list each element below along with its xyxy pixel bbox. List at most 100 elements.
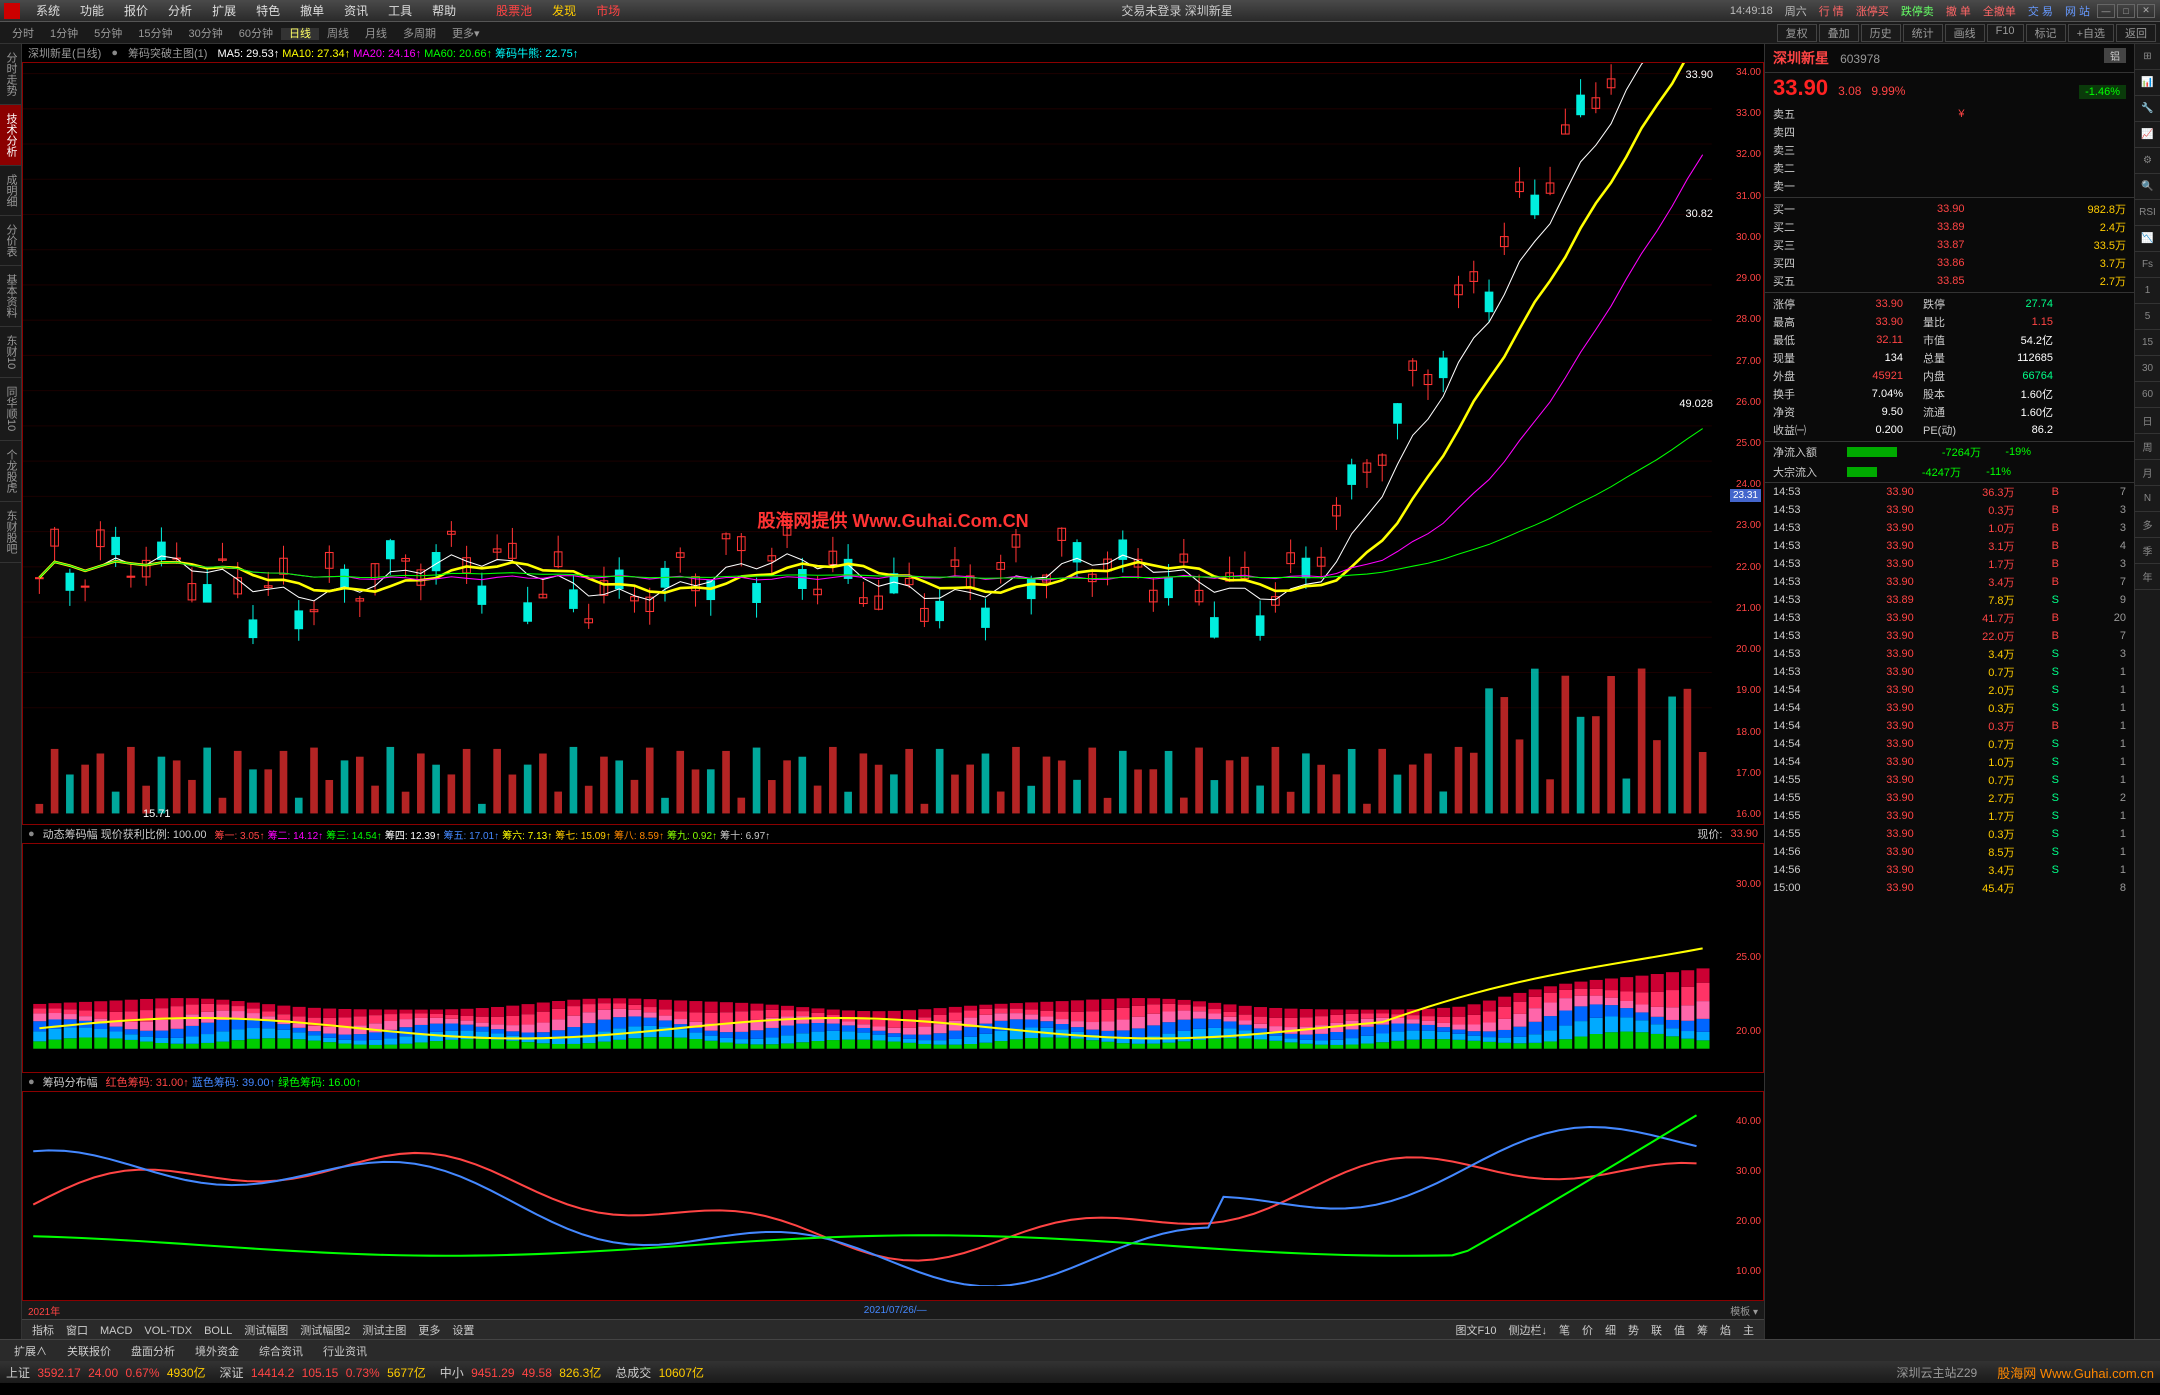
tool-📊[interactable]: 📊 [2135, 70, 2160, 96]
tool-60[interactable]: 60 [2135, 382, 2160, 408]
lefttab-7[interactable]: 个龙股虎 [0, 441, 21, 502]
chartopt-统计[interactable]: 统计 [1903, 24, 1943, 42]
indicator-BOLL[interactable]: BOLL [198, 1325, 238, 1337]
lefttab-4[interactable]: 基本资料 [0, 266, 21, 327]
timeframe-多周期[interactable]: 多周期 [395, 28, 444, 40]
timeframe-30分钟[interactable]: 30分钟 [181, 28, 231, 40]
action-4[interactable]: 全撤单 [1977, 6, 2022, 18]
action-3[interactable]: 撤 单 [1940, 6, 1977, 18]
tool-周[interactable]: 周 [2135, 434, 2160, 460]
tool-15[interactable]: 15 [2135, 330, 2160, 356]
chartopt-+自选[interactable]: +自选 [2068, 24, 2114, 42]
indicator-指标[interactable]: 指标 [26, 1325, 60, 1337]
tool-年[interactable]: 年 [2135, 564, 2160, 590]
close-button[interactable]: ✕ [2137, 4, 2155, 18]
indtool-焰[interactable]: 焰 [1714, 1325, 1737, 1337]
indtool-筹[interactable]: 筹 [1691, 1325, 1714, 1337]
minimize-button[interactable]: — [2097, 4, 2115, 18]
indicator-VOL-TDX[interactable]: VOL-TDX [138, 1325, 198, 1337]
tool-🔧[interactable]: 🔧 [2135, 96, 2160, 122]
chartopt-返回[interactable]: 返回 [2116, 24, 2156, 42]
menu-扩展[interactable]: 扩展 [202, 4, 246, 18]
chip-chart[interactable]: 30.0025.0020.00 [22, 843, 1764, 1073]
timeframe-更多▾[interactable]: 更多▾ [444, 28, 488, 40]
tool-日[interactable]: 日 [2135, 408, 2160, 434]
timeframe-60分钟[interactable]: 60分钟 [231, 28, 281, 40]
tool-Fs[interactable]: Fs [2135, 252, 2160, 278]
btab-行业资讯[interactable]: 行业资讯 [313, 1343, 377, 1359]
chartopt-叠加[interactable]: 叠加 [1819, 24, 1859, 42]
indtool-主[interactable]: 主 [1737, 1325, 1760, 1337]
tool-N[interactable]: N [2135, 486, 2160, 512]
tool-🔍[interactable]: 🔍 [2135, 174, 2160, 200]
btab-扩展∧[interactable]: 扩展∧ [4, 1343, 57, 1359]
tool-⊞[interactable]: ⊞ [2135, 44, 2160, 70]
menu-hl-市场[interactable]: 市场 [586, 4, 630, 18]
indicator-MACD[interactable]: MACD [94, 1325, 138, 1337]
action-1[interactable]: 涨停买 [1850, 6, 1895, 18]
chartopt-画线[interactable]: 画线 [1945, 24, 1985, 42]
tool-月[interactable]: 月 [2135, 460, 2160, 486]
indtool-值[interactable]: 值 [1668, 1325, 1691, 1337]
chartopt-复权[interactable]: 复权 [1777, 24, 1817, 42]
indicator-测试幅图2[interactable]: 测试幅图2 [294, 1325, 356, 1337]
lefttab-8[interactable]: 东财股吧 [0, 502, 21, 563]
menu-撤单[interactable]: 撤单 [290, 4, 334, 18]
menu-帮助[interactable]: 帮助 [422, 4, 466, 18]
timeframe-5分钟[interactable]: 5分钟 [86, 28, 130, 40]
lefttab-0[interactable]: 分时走势 [0, 44, 21, 105]
tool-⚙[interactable]: ⚙ [2135, 148, 2160, 174]
indtool-笔[interactable]: 笔 [1553, 1325, 1576, 1337]
indicator-更多[interactable]: 更多 [412, 1325, 446, 1337]
indtool-细[interactable]: 细 [1599, 1325, 1622, 1337]
lefttab-1[interactable]: 技术分析 [0, 105, 21, 166]
menu-特色[interactable]: 特色 [246, 4, 290, 18]
timeframe-1分钟[interactable]: 1分钟 [42, 28, 86, 40]
tool-30[interactable]: 30 [2135, 356, 2160, 382]
btab-盘面分析[interactable]: 盘面分析 [121, 1343, 185, 1359]
menu-功能[interactable]: 功能 [70, 4, 114, 18]
btab-关联报价[interactable]: 关联报价 [57, 1343, 121, 1359]
maximize-button[interactable]: □ [2117, 4, 2135, 18]
action-5[interactable]: 交 易 [2022, 6, 2059, 18]
timeframe-15分钟[interactable]: 15分钟 [130, 28, 180, 40]
btab-境外资金[interactable]: 境外资金 [185, 1343, 249, 1359]
tool-📉[interactable]: 📉 [2135, 226, 2160, 252]
distribution-chart[interactable]: 40.0030.0020.0010.00 [22, 1091, 1764, 1301]
chartopt-标记[interactable]: 标记 [2026, 24, 2066, 42]
chartopt-F10[interactable]: F10 [1987, 24, 2024, 42]
lefttab-2[interactable]: 成明细 [0, 166, 21, 216]
menu-报价[interactable]: 报价 [114, 4, 158, 18]
menu-分析[interactable]: 分析 [158, 4, 202, 18]
indtool-势[interactable]: 势 [1622, 1325, 1645, 1337]
menu-系统[interactable]: 系统 [26, 4, 70, 18]
timeframe-月线[interactable]: 月线 [357, 28, 395, 40]
indtool-联[interactable]: 联 [1645, 1325, 1668, 1337]
action-2[interactable]: 跌停卖 [1895, 6, 1940, 18]
timeframe-日线[interactable]: 日线 [281, 28, 319, 40]
lefttab-6[interactable]: 同华顺10 [0, 378, 21, 440]
tool-季[interactable]: 季 [2135, 538, 2160, 564]
chartopt-历史[interactable]: 历史 [1861, 24, 1901, 42]
timeframe-周线[interactable]: 周线 [319, 28, 357, 40]
menu-工具[interactable]: 工具 [378, 4, 422, 18]
indicator-设置[interactable]: 设置 [446, 1325, 480, 1337]
action-6[interactable]: 网 站 [2059, 6, 2096, 18]
menu-资讯[interactable]: 资讯 [334, 4, 378, 18]
indtool-价[interactable]: 价 [1576, 1325, 1599, 1337]
tool-RSI[interactable]: RSI [2135, 200, 2160, 226]
tool-多[interactable]: 多 [2135, 512, 2160, 538]
indtool-侧边栏↓[interactable]: 侧边栏↓ [1503, 1325, 1554, 1337]
lefttab-5[interactable]: 东财10 [0, 327, 21, 378]
indtool-图文F10[interactable]: 图文F10 [1450, 1325, 1503, 1337]
menu-hl-发现[interactable]: 发现 [542, 4, 586, 18]
tool-5[interactable]: 5 [2135, 304, 2160, 330]
btab-综合资讯[interactable]: 综合资讯 [249, 1343, 313, 1359]
indicator-测试主图[interactable]: 测试主图 [356, 1325, 412, 1337]
kline-chart[interactable]: 34.0033.0032.0031.0030.0029.0028.0027.00… [22, 62, 1764, 825]
timeframe-分时[interactable]: 分时 [4, 28, 42, 40]
indicator-测试幅图[interactable]: 测试幅图 [238, 1325, 294, 1337]
lefttab-3[interactable]: 分价表 [0, 216, 21, 266]
action-0[interactable]: 行 情 [1813, 6, 1850, 18]
indicator-窗口[interactable]: 窗口 [60, 1325, 94, 1337]
